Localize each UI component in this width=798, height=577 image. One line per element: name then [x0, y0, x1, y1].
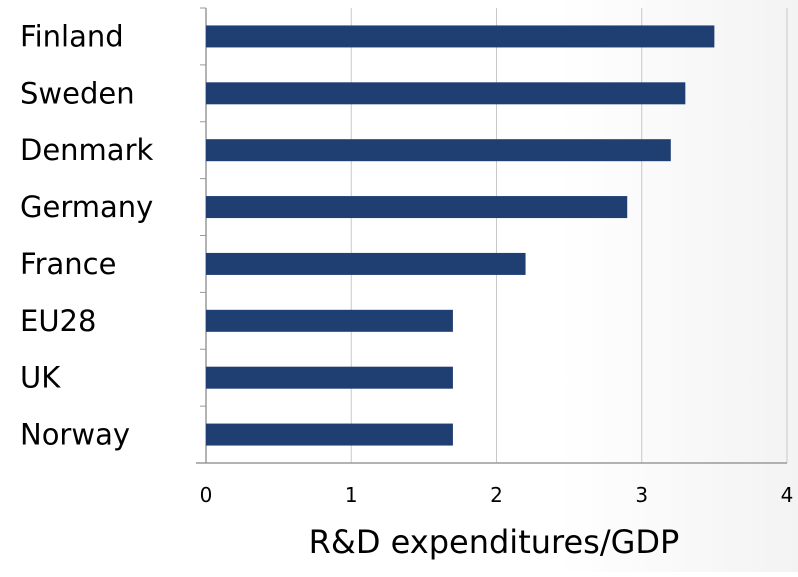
x-tick-label: 1	[345, 483, 358, 507]
tick-labels: 0 1 2 3 4	[200, 483, 794, 507]
category-label: Sweden	[20, 76, 135, 110]
category-label: Germany	[20, 190, 153, 224]
bar-sweden	[206, 82, 686, 105]
bar-france	[206, 252, 526, 275]
x-tick-label: 0	[200, 483, 213, 507]
category-label: Norway	[20, 418, 130, 452]
bar-uk	[206, 366, 453, 389]
axes	[196, 7, 787, 464]
bar-eu28	[206, 309, 453, 332]
bars	[206, 25, 715, 446]
category-labels: Finland Sweden Denmark Germany France EU28 UK N…	[20, 19, 153, 451]
x-axis-title: R&D expenditures/GDP	[309, 523, 680, 561]
bar-denmark	[206, 139, 671, 162]
gridlines	[350, 8, 788, 463]
category-label: UK	[20, 361, 61, 395]
x-tick-label: 4	[781, 483, 794, 507]
x-tick-label: 3	[635, 483, 648, 507]
category-label: Denmark	[20, 133, 153, 167]
x-tick-label: 2	[490, 483, 503, 507]
bar-norway	[206, 423, 453, 446]
bar-finland	[206, 25, 715, 48]
category-label: France	[20, 247, 116, 281]
category-label: Finland	[20, 19, 124, 53]
category-label: EU28	[20, 304, 96, 338]
bar-germany	[206, 196, 628, 219]
